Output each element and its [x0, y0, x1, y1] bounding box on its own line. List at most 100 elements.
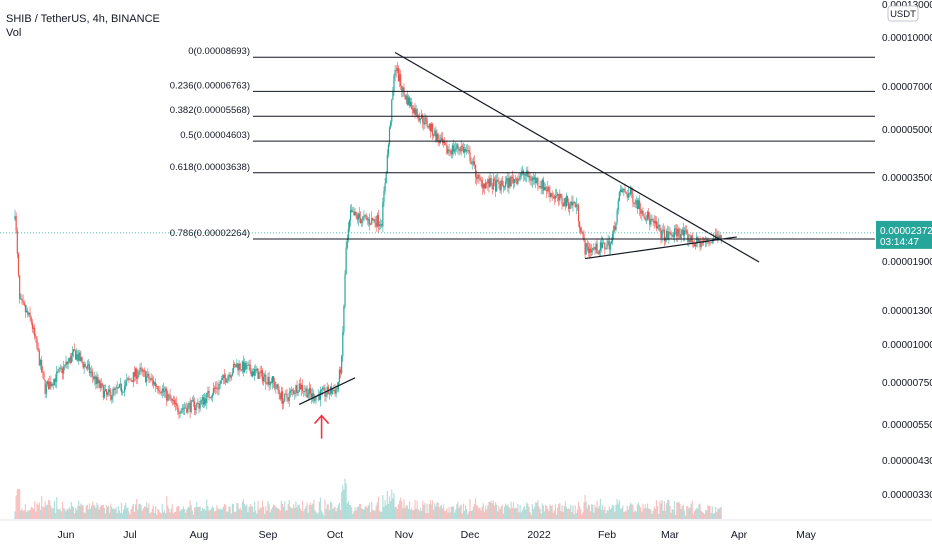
- volume-bar: [146, 502, 148, 519]
- candle-body: [677, 228, 679, 237]
- volume-indicator-label[interactable]: Vol: [6, 27, 22, 39]
- volume-bar: [108, 505, 110, 519]
- volume-bar: [717, 508, 719, 519]
- volume-bar: [407, 509, 409, 519]
- candle-body: [94, 376, 96, 380]
- volume-bar: [424, 503, 426, 519]
- volume-bar: [239, 507, 241, 519]
- candle-body: [565, 195, 568, 207]
- candle-body: [140, 367, 142, 370]
- fib-level-label: 0.382(0.00005568): [170, 105, 250, 116]
- candle-body: [548, 187, 550, 192]
- candle-body: [705, 242, 707, 243]
- volume-bar: [66, 508, 68, 519]
- volume-bar: [527, 503, 529, 519]
- volume-bar: [387, 503, 390, 519]
- axes: 0.00013000 0.00010000 0.00007000 0.00005000…: [0, 0, 932, 541]
- volume-bar: [697, 508, 699, 519]
- candle-body: [602, 243, 604, 248]
- candle-body: [147, 373, 149, 377]
- trendlines[interactable]: [299, 51, 760, 406]
- symbol-title[interactable]: SHIB / TetherUS, 4h, BINANCE: [6, 13, 160, 25]
- candle-body: [306, 388, 308, 398]
- candle-body: [498, 181, 500, 185]
- volume-bar: [463, 510, 466, 519]
- volume-bar: [603, 509, 605, 519]
- candle-body: [225, 378, 227, 383]
- volume-bar: [229, 507, 231, 519]
- candle-body: [22, 300, 24, 303]
- volume-bar: [461, 513, 463, 519]
- candle-body: [161, 388, 163, 394]
- volume-bar: [78, 500, 80, 519]
- candle-body: [588, 248, 591, 253]
- candle-body: [207, 390, 209, 393]
- volume-bar: [259, 507, 261, 519]
- volume-bar: [493, 505, 496, 519]
- candle-body: [150, 378, 152, 380]
- volume-bar: [518, 512, 520, 519]
- candle-body: [686, 230, 688, 233]
- candle-body: [111, 396, 113, 400]
- candle-body: [56, 371, 58, 382]
- volume-bar: [30, 507, 32, 519]
- volume-bar: [373, 510, 375, 519]
- volume-bar: [127, 507, 129, 519]
- volume-bar: [706, 510, 708, 519]
- volume-bar: [554, 504, 557, 519]
- candle-body: [321, 389, 323, 391]
- arrow-up-head: [313, 414, 330, 425]
- volume-bar: [547, 508, 549, 519]
- candle-body: [93, 376, 95, 380]
- fib-retracement[interactable]: 0(0.00008693) 0.236(0.00006763) 0.382(0.00…: [170, 46, 875, 240]
- volume-bar: [34, 501, 36, 519]
- volume-bar: [151, 508, 153, 519]
- volume-bar: [677, 502, 679, 519]
- candle-body: [659, 224, 661, 231]
- candle-body: [175, 402, 177, 405]
- volume-bar: [425, 513, 427, 519]
- candle-body: [452, 145, 455, 152]
- volume-bar: [361, 508, 363, 519]
- candle-body: [470, 160, 472, 165]
- candle-body: [269, 382, 271, 386]
- volume-bar: [53, 500, 56, 519]
- volume-bar: [254, 501, 256, 519]
- candle-body: [622, 189, 624, 193]
- candle-body: [416, 109, 418, 117]
- candle-body: [544, 187, 547, 190]
- candle-body: [280, 391, 282, 400]
- candle-body: [15, 216, 17, 232]
- candle-body: [397, 67, 400, 82]
- candle-body: [120, 383, 123, 393]
- candle-body: [631, 188, 633, 195]
- candle-body: [660, 230, 662, 238]
- volume-bar: [564, 501, 566, 519]
- candle-body: [426, 118, 428, 127]
- candle-body: [244, 362, 246, 373]
- volume-bar: [378, 510, 381, 519]
- candle-body: [242, 361, 245, 373]
- volume-bar: [309, 502, 312, 519]
- volume-bar: [489, 502, 491, 519]
- candle-body: [172, 400, 175, 402]
- candle-body: [493, 178, 496, 181]
- volume-bar: [110, 503, 112, 519]
- volume-bar: [530, 514, 532, 519]
- candle-body: [80, 357, 82, 361]
- volume-bar: [469, 499, 471, 519]
- volume-bar: [404, 507, 406, 519]
- candle-body: [121, 391, 124, 393]
- candle-body: [578, 221, 581, 228]
- volume-bar: [274, 505, 276, 519]
- candle-body: [411, 101, 413, 110]
- candle-body: [128, 378, 130, 380]
- volume-bar: [255, 510, 257, 519]
- candle-body: [557, 193, 559, 196]
- candle-body: [170, 398, 172, 400]
- candle-body: [561, 196, 563, 204]
- volume-bar: [614, 511, 616, 519]
- volume-bar: [42, 506, 44, 519]
- candle-body: [356, 215, 358, 220]
